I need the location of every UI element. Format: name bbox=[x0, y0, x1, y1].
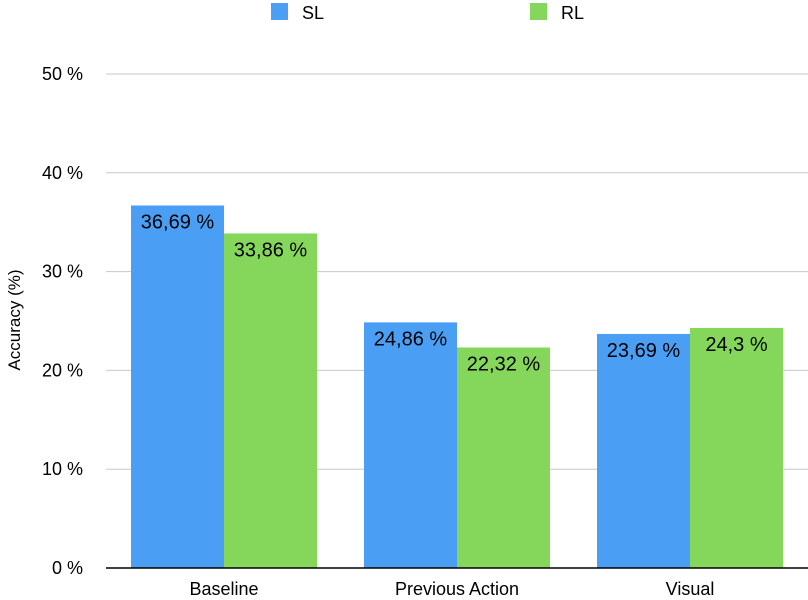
x-tick-label: Previous Action bbox=[395, 579, 519, 599]
y-axis-label: Accuracy (%) bbox=[5, 269, 24, 370]
data-label: 24,3 % bbox=[705, 334, 767, 356]
legend: SL RL bbox=[271, 3, 584, 23]
data-label: 33,86 % bbox=[234, 239, 308, 261]
bar-rl bbox=[690, 327, 783, 568]
bar-rl bbox=[457, 347, 550, 568]
x-tick-label: Visual bbox=[666, 579, 715, 599]
bar-sl bbox=[131, 205, 224, 568]
value-labels: 36,69 % 24,86 % 23,69 % 33,86 % 22,32 % 24,3 … bbox=[141, 212, 768, 376]
data-label: 22,32 % bbox=[467, 353, 541, 375]
bars bbox=[131, 205, 783, 568]
y-tick-label: 50 % bbox=[42, 64, 83, 84]
data-label: 24,86 % bbox=[374, 328, 448, 350]
legend-swatch-rl bbox=[530, 3, 547, 20]
bar-rl bbox=[224, 233, 317, 568]
y-tick-label: 0 % bbox=[52, 558, 83, 578]
data-label: 36,69 % bbox=[141, 212, 215, 234]
y-tick-label: 20 % bbox=[42, 360, 83, 380]
bar-sl bbox=[597, 333, 690, 568]
y-tick-label: 10 % bbox=[42, 459, 83, 479]
legend-swatch-sl bbox=[271, 3, 288, 20]
axes: 0 % 10 % 20 % 30 % 40 % 50 % Baseline Previous … bbox=[42, 64, 808, 599]
data-label: 23,69 % bbox=[607, 340, 681, 362]
legend-label: RL bbox=[561, 3, 584, 23]
bar-sl bbox=[364, 322, 457, 568]
y-tick-label: 40 % bbox=[42, 163, 83, 183]
y-tick-label: 30 % bbox=[42, 262, 83, 282]
x-tick-label: Baseline bbox=[189, 579, 258, 599]
legend-label: SL bbox=[302, 3, 324, 23]
